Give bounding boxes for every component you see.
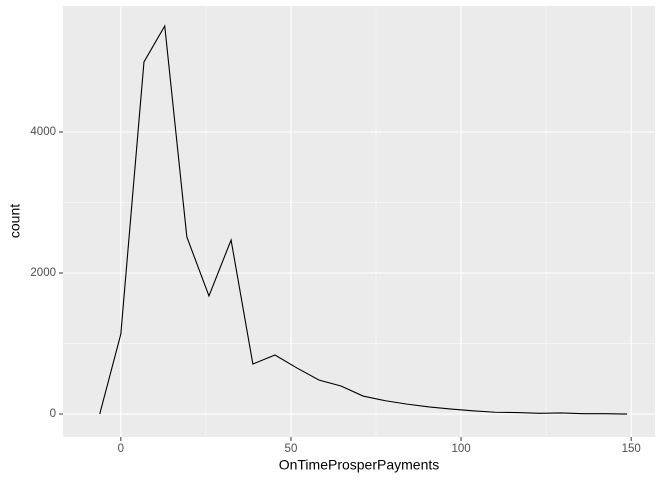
x-tick-label: 50 bbox=[285, 443, 298, 455]
x-axis-title: OnTimeProsperPayments bbox=[279, 457, 440, 473]
y-tick-label: 4000 bbox=[30, 126, 56, 138]
y-axis-title: count bbox=[7, 204, 23, 238]
y-tick-label: 0 bbox=[50, 408, 56, 420]
line bbox=[99, 24, 628, 415]
marks bbox=[99, 24, 628, 415]
x-tick-label: 0 bbox=[118, 443, 124, 455]
y-tick-label: 2000 bbox=[30, 267, 56, 279]
x-tick-label: 150 bbox=[622, 443, 641, 455]
panel bbox=[63, 6, 655, 437]
grid bbox=[63, 6, 655, 437]
x-tick-label: 100 bbox=[451, 443, 470, 455]
